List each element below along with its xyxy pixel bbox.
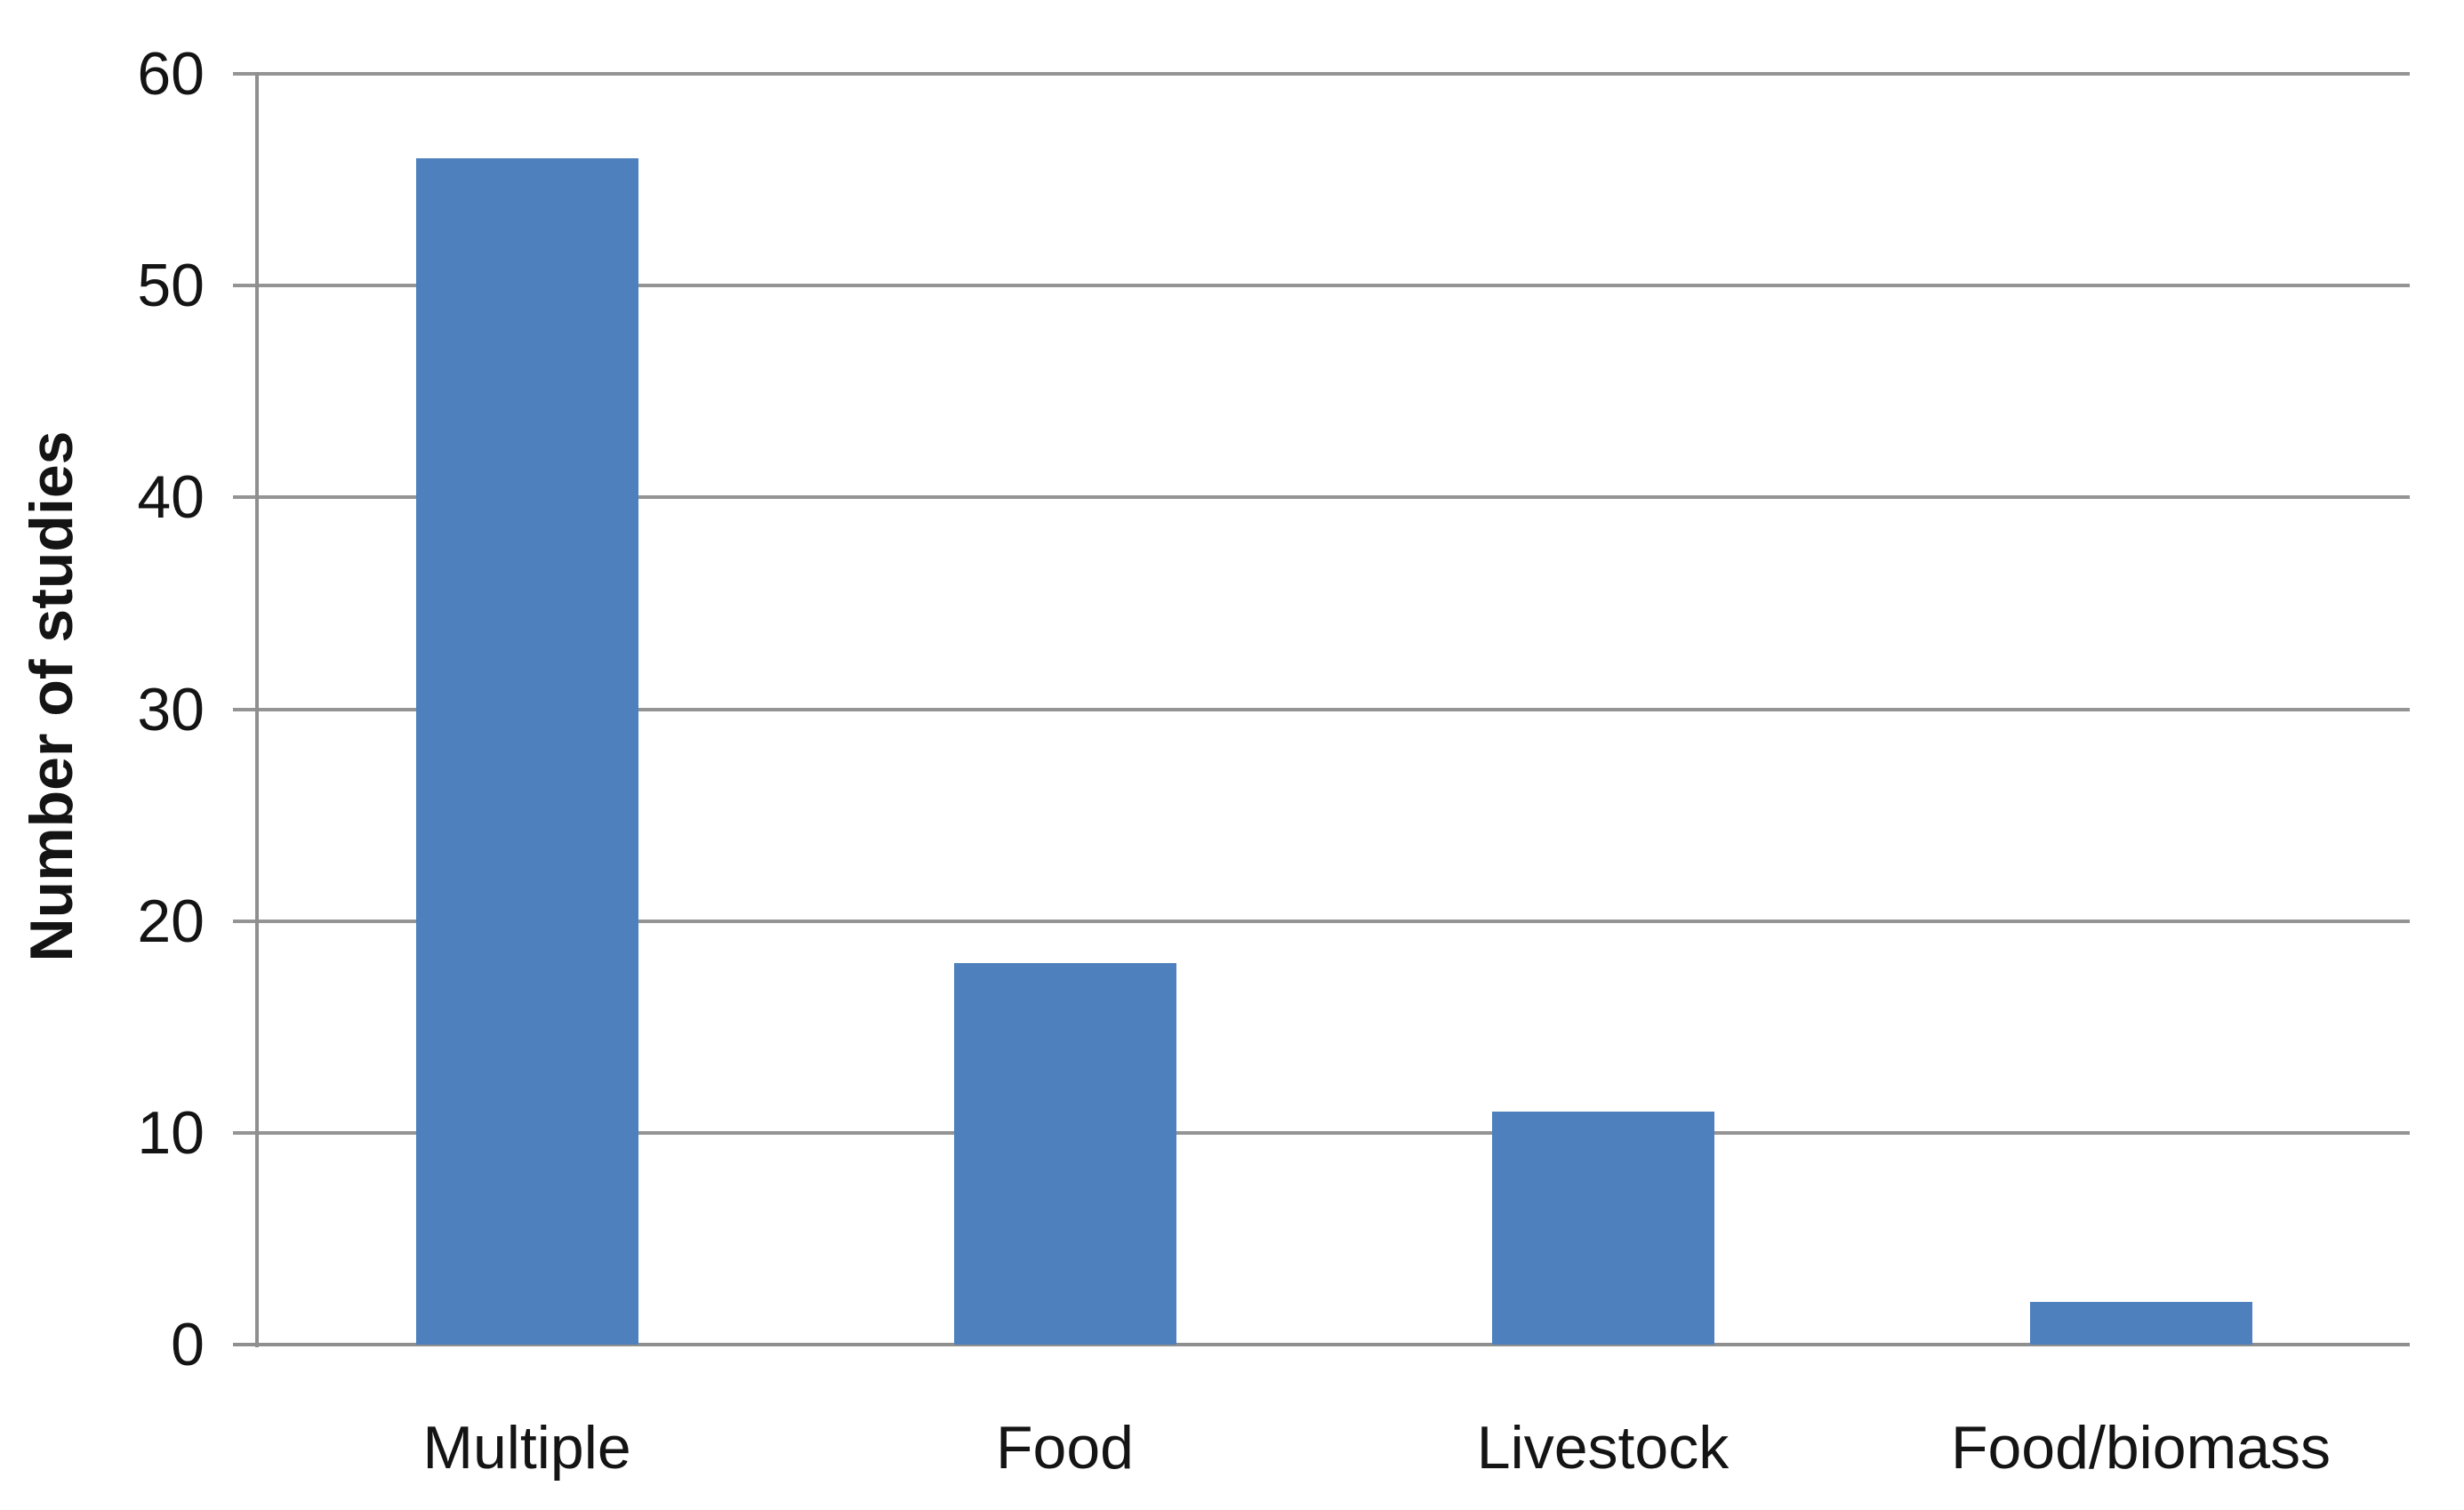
x-category-label-food-biomass: Food/biomass [1950,1414,2332,1482]
gridline-y-30 [233,707,2410,711]
y-axis-tick-labels: 0 10 20 30 40 50 60 [0,0,205,1510]
x-category-label-food: Food [996,1414,1134,1482]
gridline-y-40 [233,495,2410,500]
bar-food [953,963,1176,1345]
gridline-y-20 [233,919,2410,923]
gridline-y-60 [233,72,2410,76]
gridline-y-10 [233,1130,2410,1135]
plot-area [233,72,2410,1347]
y-tick-label-60: 60 [137,40,205,108]
bar-food-biomass [2029,1302,2252,1345]
y-tick-label-10: 10 [137,1098,205,1167]
y-tick-label-40: 40 [137,463,205,532]
y-tick-label-50: 50 [137,252,205,320]
bar-multiple [415,158,638,1345]
gridline-y-0 [233,1343,2410,1346]
x-axis-category-labels: Multiple Food Livestock Food/biomass [258,1405,2410,1494]
y-tick-label-30: 30 [137,675,205,743]
bar-livestock [1491,1112,1714,1345]
y-axis-line [255,73,259,1347]
gridline-y-50 [233,284,2410,288]
y-tick-label-20: 20 [137,887,205,955]
y-tick-label-0: 0 [171,1311,205,1378]
x-category-label-livestock: Livestock [1476,1414,1730,1482]
x-category-label-multiple: Multiple [422,1414,631,1482]
